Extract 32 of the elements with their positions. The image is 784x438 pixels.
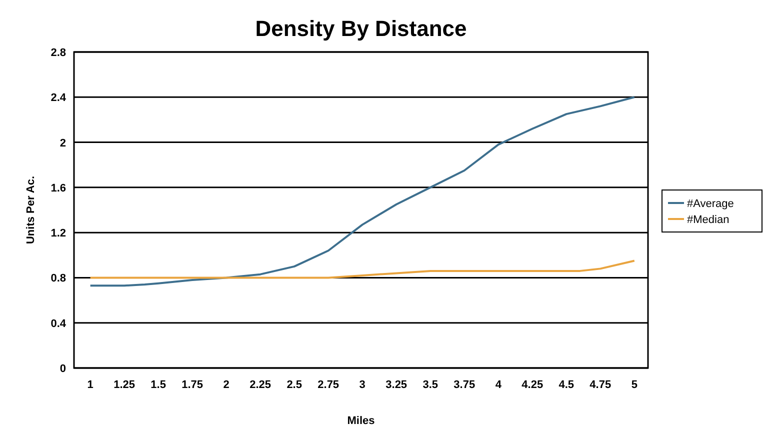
y-tick-label: 1.2	[50, 228, 66, 240]
x-tick-label: 3.25	[386, 379, 408, 391]
x-tick-label: 2.75	[318, 379, 340, 391]
x-axis-title: Miles	[347, 415, 375, 427]
chart-title: Density By Distance	[255, 16, 467, 41]
x-tick-label: 3.5	[422, 379, 438, 391]
x-tick-label: 5	[631, 379, 638, 391]
x-tick-label: 2.5	[286, 379, 302, 391]
line-series	[89, 260, 636, 279]
x-tick-label: 2.25	[250, 379, 272, 391]
x-tick-label: 2	[223, 379, 230, 391]
x-tick-label: 4.25	[522, 379, 544, 391]
y-tick-label: 0	[60, 363, 66, 375]
y-tick-label: 1.6	[50, 182, 66, 194]
x-tick-label: 1.75	[182, 379, 204, 391]
x-tick-label: 1	[87, 379, 94, 391]
y-tick-label: 2.8	[50, 47, 66, 59]
legend-label: #Average	[687, 198, 734, 210]
line-series	[89, 96, 636, 287]
y-tick-label: 2	[60, 137, 66, 150]
x-tick-label: 1.5	[150, 379, 166, 391]
x-tick-label: 3.75	[454, 379, 476, 391]
x-tick-label: 3	[359, 379, 366, 391]
x-tick-label: 4.5	[558, 379, 574, 391]
x-tick-label: 4	[495, 379, 502, 391]
legend-label: #Median	[687, 214, 730, 226]
y-tick-label: 2.4	[50, 92, 67, 104]
y-tick-label: 0.8	[50, 272, 66, 285]
y-tick-label: 0.4	[50, 318, 67, 330]
x-tick-label: 4.75	[590, 379, 612, 391]
y-axis-title: Units Per Ac.	[25, 176, 37, 244]
x-tick-label: 1.25	[114, 379, 136, 391]
